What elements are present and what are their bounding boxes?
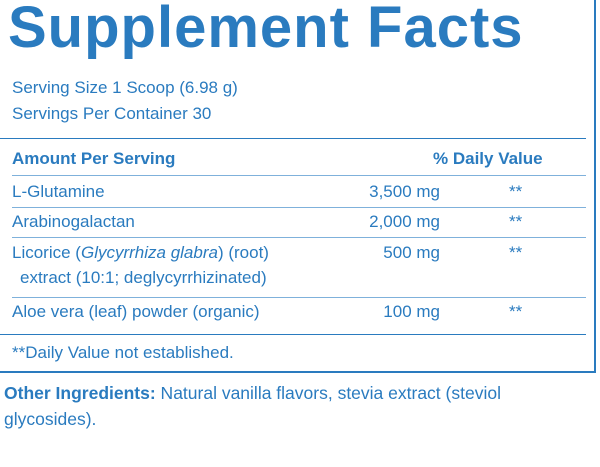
ingredient-name: Licorice (Glycyrrhiza glabra) (root): [12, 243, 269, 262]
row-divider: [12, 297, 586, 298]
ingredient-name-continued: extract (10:1; deglycyrrhizinated): [20, 268, 267, 287]
ingredient-daily-value: **: [509, 302, 523, 321]
table-bottom-rule: [0, 334, 586, 335]
ingredient-amount: 100 mg: [383, 302, 440, 321]
serving-size: Serving Size 1 Scoop (6.98 g): [12, 78, 238, 97]
panel-title: Supplement Facts: [8, 0, 524, 60]
ingredient-amount: 500 mg: [383, 243, 440, 262]
ingredient-name: Aloe vera (leaf) powder (organic): [12, 302, 260, 321]
ingredient-amount: 3,500 mg: [369, 182, 440, 201]
ingredient-name: L-Glutamine: [12, 182, 105, 201]
ingredient-daily-value: **: [509, 243, 523, 262]
servings-per-container: Servings Per Container 30: [12, 104, 212, 123]
ingredient-amount: 2,000 mg: [369, 212, 440, 231]
supplement-facts-panel: [0, 0, 596, 373]
ingredient-daily-value: **: [509, 212, 523, 231]
ingredient-name: Arabinogalactan: [12, 212, 135, 231]
header-bottom-rule: [12, 175, 586, 176]
other-ingredients: Other Ingredients: Natural vanilla flavo…: [4, 380, 594, 432]
footnote: **Daily Value not established.: [12, 343, 234, 362]
header-top-rule: [0, 138, 586, 139]
row-divider: [12, 207, 586, 208]
other-ingredients-text: Natural vanilla flavors, stevia extract …: [4, 383, 501, 429]
ingredient-daily-value: **: [509, 182, 523, 201]
amount-per-serving-header: Amount Per Serving: [12, 149, 176, 168]
row-divider: [12, 237, 586, 238]
other-ingredients-label: Other Ingredients:: [4, 383, 156, 403]
daily-value-header: % Daily Value: [433, 149, 543, 168]
